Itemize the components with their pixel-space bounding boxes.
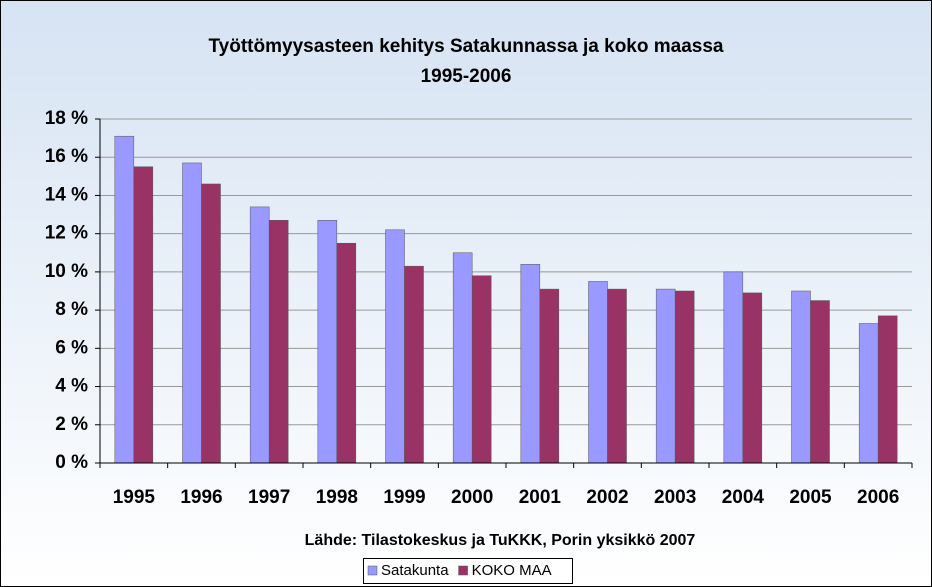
x-tick-label: 1999 [383, 487, 425, 508]
bar [607, 288, 627, 464]
bar [588, 281, 608, 464]
x-tick-label: 2006 [857, 487, 899, 508]
y-tick-label: 16 % [45, 146, 88, 167]
x-tick-label: 1996 [180, 487, 222, 508]
x-tick-label: 1998 [316, 487, 358, 508]
x-axis-label: Lähde: Tilastokeskus ja TuKKK, Porin yks… [305, 532, 696, 549]
bar [877, 315, 898, 464]
bar [249, 206, 270, 464]
chart-subtitle: 1995-2006 [421, 66, 512, 87]
y-tick-label: 6 % [55, 337, 88, 358]
y-tick-label: 4 % [55, 376, 88, 397]
legend-box [363, 558, 573, 584]
bar [268, 220, 289, 464]
bar [404, 265, 424, 464]
chart-title: Työttömyysasteen kehitys Satakunnassa ja… [208, 36, 723, 57]
legend-label: KOKO MAA [472, 562, 552, 579]
x-tick-label: 2001 [519, 487, 562, 508]
x-tick-label: 2005 [789, 487, 832, 508]
bar [723, 271, 744, 464]
bar [791, 290, 811, 464]
y-tick-label: 10 % [45, 261, 88, 282]
y-tick-label: 18 % [45, 108, 88, 129]
y-tick-label: 14 % [45, 184, 88, 205]
bar [133, 166, 154, 464]
legend-swatch [367, 565, 378, 576]
bar [385, 229, 405, 464]
bar [336, 242, 357, 464]
y-tick-label: 8 % [55, 299, 88, 320]
bar [674, 290, 695, 464]
bar [539, 288, 560, 464]
x-tick-label: 1995 [113, 487, 156, 508]
bar [471, 275, 492, 464]
legend-swatch [458, 565, 468, 576]
bar [201, 183, 221, 464]
bar [520, 263, 541, 464]
bar [182, 162, 202, 464]
bar [655, 288, 676, 464]
y-tick-label: 12 % [45, 223, 88, 244]
bar [317, 220, 338, 464]
bar [810, 300, 830, 464]
bar [452, 252, 473, 464]
y-tick-label: 0 % [55, 452, 88, 473]
bar [858, 323, 879, 464]
bar [742, 292, 763, 464]
x-tick-label: 2002 [586, 487, 628, 508]
x-tick-label: 1997 [248, 487, 290, 508]
bar [114, 135, 135, 464]
legend-label: Satakunta [381, 562, 449, 579]
y-tick-label: 2 % [55, 414, 88, 435]
x-tick-label: 2004 [722, 487, 765, 508]
x-tick-label: 2003 [654, 487, 696, 508]
x-tick-label: 2000 [451, 487, 493, 508]
